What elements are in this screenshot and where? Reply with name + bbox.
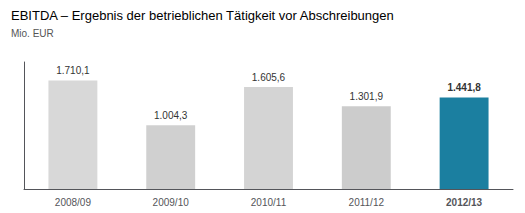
svg-text:2008/09: 2008/09 <box>55 197 92 208</box>
svg-text:2012/13: 2012/13 <box>446 197 483 208</box>
svg-text:1.441,8: 1.441,8 <box>447 82 481 93</box>
svg-text:2009/10: 2009/10 <box>153 197 190 208</box>
svg-text:2010/11: 2010/11 <box>251 197 287 208</box>
svg-text:1.301,9: 1.301,9 <box>350 91 384 102</box>
svg-text:2011/12: 2011/12 <box>349 197 385 208</box>
svg-text:1.710,1: 1.710,1 <box>56 65 90 76</box>
svg-text:1.605,6: 1.605,6 <box>252 72 286 83</box>
svg-text:Mio. EUR: Mio. EUR <box>11 28 54 39</box>
svg-text:1.004,3: 1.004,3 <box>154 110 188 121</box>
svg-text:EBITDA – Ergebnis der betriebl: EBITDA – Ergebnis der betrieblichen Täti… <box>11 8 394 23</box>
